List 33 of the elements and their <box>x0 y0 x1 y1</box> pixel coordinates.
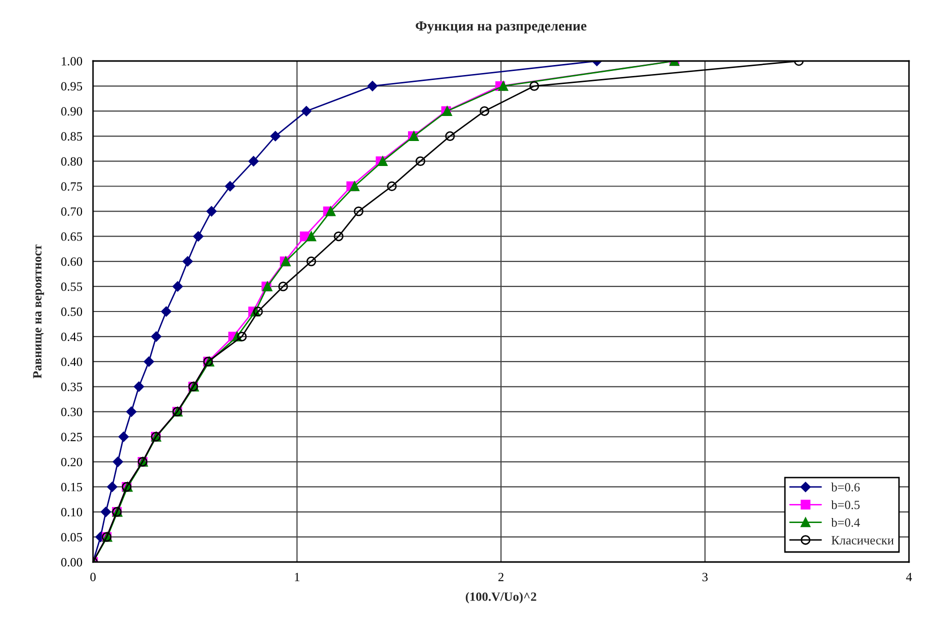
y-tick-label: 0.10 <box>61 508 82 516</box>
x-tick-label: 2 <box>498 572 504 582</box>
y-tick-label: 0.05 <box>61 532 82 542</box>
y-tick-label: 1.00 <box>62 57 82 66</box>
x-tick-label: 4 <box>906 572 912 582</box>
y-tick-label: 0.65 <box>61 232 82 241</box>
y-tick-label: 0.85 <box>61 132 82 141</box>
x-tick-label: 1 <box>294 572 300 582</box>
y-tick-label: 0.25 <box>61 432 82 442</box>
y-tick-label: 0.45 <box>61 332 82 342</box>
y-tick-label: 0.70 <box>61 207 82 216</box>
y-tick-label: 0.90 <box>61 107 82 116</box>
legend-label: Класически <box>832 536 894 544</box>
y-tick-label: 0.30 <box>61 408 82 416</box>
y-tick-label: 0.50 <box>61 308 82 316</box>
legend-label: b=0.5 <box>831 500 860 510</box>
y-tick-label: 0.35 <box>61 382 82 392</box>
x-tick-label: 3 <box>702 572 708 582</box>
y-tick-label: 0.15 <box>61 482 82 492</box>
x-tick-label: 0 <box>90 572 96 582</box>
x-axis-title: (100.V/Uo)^2 <box>466 592 536 604</box>
y-tick-label: 0.55 <box>61 282 82 291</box>
y-tick-label: 0.80 <box>61 157 82 166</box>
chart-title: Функция на разпределение <box>416 21 586 34</box>
legend-label: b=0.6 <box>831 482 860 492</box>
y-tick-label: 0.00 <box>61 558 82 567</box>
y-axis-title: Равнище на вероятност <box>33 244 44 378</box>
y-tick-label: 0.40 <box>61 358 82 366</box>
legend-label: b=0.4 <box>831 518 860 527</box>
y-tick-label: 0.60 <box>61 257 82 266</box>
y-tick-label: 0.95 <box>61 82 82 91</box>
y-tick-label: 0.75 <box>61 182 82 191</box>
y-tick-label: 0.20 <box>61 458 82 466</box>
